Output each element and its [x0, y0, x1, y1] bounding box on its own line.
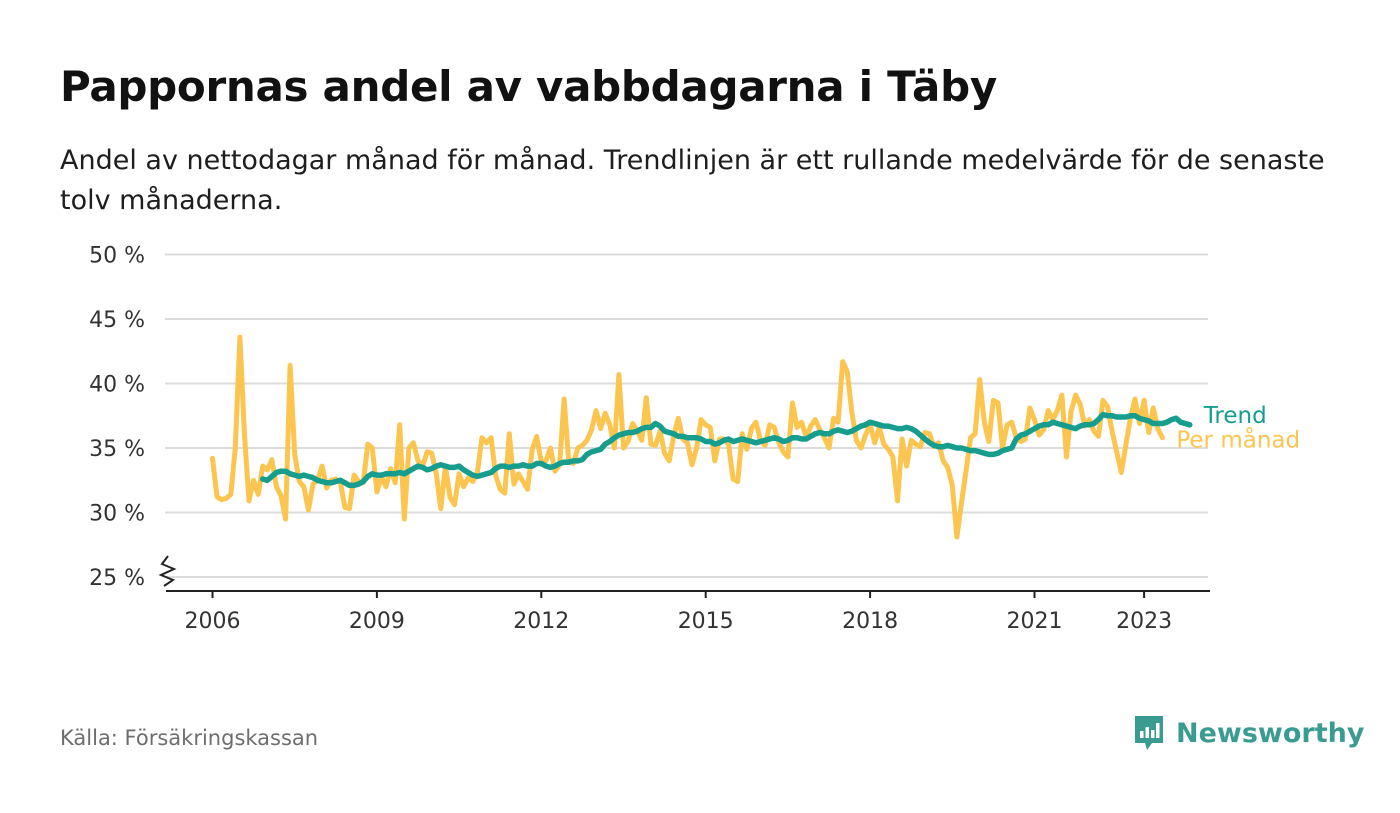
x-axis: 2006 2009 2012 2015 2018 2021 2023 [166, 590, 1210, 634]
y-tick-label: 40 % [89, 373, 145, 398]
chart-subtitle: Andel av nettodagar månad för månad. Tre… [60, 145, 1325, 216]
newsworthy-logo-icon [1135, 716, 1163, 750]
series-label-per-manad: Per månad [1176, 426, 1300, 454]
x-tick-label: 2006 [185, 609, 241, 634]
series-lines [210, 334, 1193, 540]
y-tick-label: 30 % [89, 502, 145, 527]
series-line-trend [259, 411, 1193, 489]
y-tick-label: 35 % [89, 437, 145, 462]
y-axis-ticks: 25 % 30 % 35 % 40 % 45 % 50 % [89, 244, 145, 592]
y-tick-label: 25 % [89, 566, 145, 591]
x-tick-label: 2018 [842, 609, 898, 634]
y-tick-label: 45 % [89, 308, 145, 333]
x-tick-label: 2012 [513, 609, 569, 634]
brand-name: Newsworthy [1176, 717, 1365, 749]
grid-lines [165, 253, 1208, 578]
series-label-trend: Trend [1203, 403, 1267, 429]
x-tick-label: 2023 [1116, 609, 1172, 634]
y-axis-break-icon [158, 555, 177, 587]
x-tick-label: 2021 [1007, 609, 1063, 634]
x-tick-label: 2009 [349, 609, 405, 634]
y-tick-label: 50 % [89, 244, 145, 269]
brand-logo: Newsworthy [1133, 712, 1364, 754]
x-tick-label: 2015 [678, 609, 734, 634]
source-note: Källa: Försäkringskassan [60, 726, 319, 750]
chart-title: Pappornas andel av vabbdagarna i Täby [60, 62, 997, 111]
series-line-per-manad [210, 334, 1165, 540]
